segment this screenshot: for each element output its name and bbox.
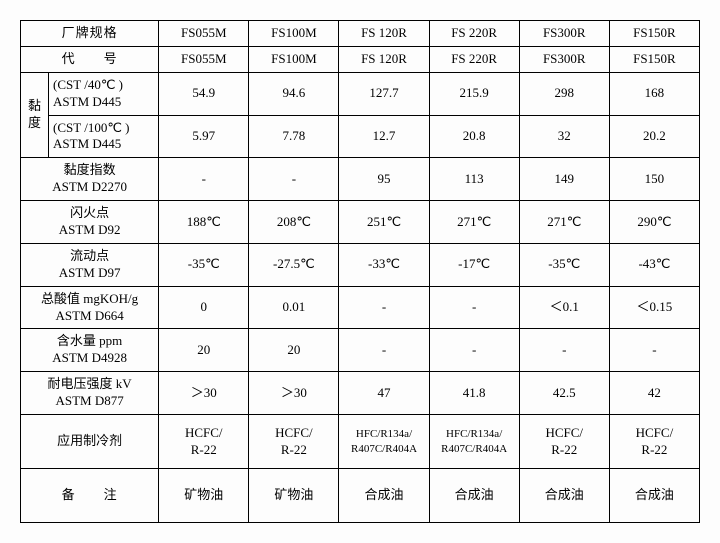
table-row: 应用制冷剂 HCFC/R-22 HCFC/R-22 HFC/R134a/R407… — [21, 415, 700, 469]
cell: - — [429, 286, 519, 329]
cell: 215.9 — [429, 72, 519, 115]
cell: 0 — [159, 286, 249, 329]
cell: 149 — [519, 158, 609, 201]
row-label: 流动点ASTM D97 — [21, 243, 159, 286]
cell: 298 — [519, 72, 609, 115]
cell: - — [249, 158, 339, 201]
cell: 95 — [339, 158, 429, 201]
cell: -43℃ — [609, 243, 699, 286]
cell: ＞30 — [249, 372, 339, 415]
cell: 42.5 — [519, 372, 609, 415]
table-row: 代 号 FS055M FS100M FS 120R FS 220R FS300R… — [21, 46, 700, 72]
cell: 188℃ — [159, 201, 249, 244]
cell: FS300R — [519, 21, 609, 47]
cell: - — [159, 158, 249, 201]
cell: - — [519, 329, 609, 372]
table-row: 黏度指数ASTM D2270 - - 95 113 149 150 — [21, 158, 700, 201]
cell: FS100M — [249, 21, 339, 47]
row-group-label: 黏度 — [21, 72, 49, 158]
spec-table: 厂牌规格 FS055M FS100M FS 120R FS 220R FS300… — [20, 20, 700, 523]
table-row: 耐电压强度 kVASTM D877 ＞30 ＞30 47 41.8 42.5 4… — [21, 372, 700, 415]
cell: HCFC/R-22 — [519, 415, 609, 469]
cell: 54.9 — [159, 72, 249, 115]
cell: 矿物油 — [249, 469, 339, 523]
row-label: 含水量 ppmASTM D4928 — [21, 329, 159, 372]
table-row: 备 注 矿物油 矿物油 合成油 合成油 合成油 合成油 — [21, 469, 700, 523]
cell: 5.97 — [159, 115, 249, 158]
cell: ＞30 — [159, 372, 249, 415]
cell: 47 — [339, 372, 429, 415]
cell: - — [339, 286, 429, 329]
cell: HCFC/R-22 — [249, 415, 339, 469]
cell: 32 — [519, 115, 609, 158]
cell: 20 — [159, 329, 249, 372]
cell: HCFC/R-22 — [159, 415, 249, 469]
table-row: 闪火点ASTM D92 188℃ 208℃ 251℃ 271℃ 271℃ 290… — [21, 201, 700, 244]
cell: 113 — [429, 158, 519, 201]
cell: 矿物油 — [159, 469, 249, 523]
cell: 208℃ — [249, 201, 339, 244]
cell: FS300R — [519, 46, 609, 72]
cell: 0.01 — [249, 286, 339, 329]
row-label: 代 号 — [21, 46, 159, 72]
cell: 12.7 — [339, 115, 429, 158]
cell: -17℃ — [429, 243, 519, 286]
cell: FS150R — [609, 46, 699, 72]
cell: 150 — [609, 158, 699, 201]
cell: FS055M — [159, 46, 249, 72]
row-label: 闪火点ASTM D92 — [21, 201, 159, 244]
cell: 合成油 — [519, 469, 609, 523]
cell: 94.6 — [249, 72, 339, 115]
table-row: 含水量 ppmASTM D4928 20 20 - - - - — [21, 329, 700, 372]
row-label: 应用制冷剂 — [21, 415, 159, 469]
cell: - — [339, 329, 429, 372]
cell: HFC/R134a/R407C/R404A — [339, 415, 429, 469]
row-label: 厂牌规格 — [21, 21, 159, 47]
cell: 41.8 — [429, 372, 519, 415]
cell: FS150R — [609, 21, 699, 47]
cell: FS 220R — [429, 46, 519, 72]
cell: 合成油 — [429, 469, 519, 523]
cell: 168 — [609, 72, 699, 115]
cell: - — [429, 329, 519, 372]
cell: 20.8 — [429, 115, 519, 158]
table-row: 总酸值 mgKOH/gASTM D664 0 0.01 - - ＜0.1 ＜0.… — [21, 286, 700, 329]
cell: -35℃ — [159, 243, 249, 286]
cell: 20 — [249, 329, 339, 372]
table-row: 厂牌规格 FS055M FS100M FS 120R FS 220R FS300… — [21, 21, 700, 47]
cell: FS055M — [159, 21, 249, 47]
cell: ＜0.15 — [609, 286, 699, 329]
cell: -33℃ — [339, 243, 429, 286]
row-label: 耐电压强度 kVASTM D877 — [21, 372, 159, 415]
row-label: (CST /40℃ )ASTM D445 — [49, 72, 159, 115]
row-label: 黏度指数ASTM D2270 — [21, 158, 159, 201]
table-row: 流动点ASTM D97 -35℃ -27.5℃ -33℃ -17℃ -35℃ -… — [21, 243, 700, 286]
cell: 127.7 — [339, 72, 429, 115]
cell: 20.2 — [609, 115, 699, 158]
cell: FS 220R — [429, 21, 519, 47]
cell: 271℃ — [519, 201, 609, 244]
cell: -35℃ — [519, 243, 609, 286]
cell: 7.78 — [249, 115, 339, 158]
cell: -27.5℃ — [249, 243, 339, 286]
cell: ＜0.1 — [519, 286, 609, 329]
row-label: 总酸值 mgKOH/gASTM D664 — [21, 286, 159, 329]
cell: 42 — [609, 372, 699, 415]
cell: 251℃ — [339, 201, 429, 244]
cell: - — [609, 329, 699, 372]
cell: 271℃ — [429, 201, 519, 244]
row-label: 备 注 — [21, 469, 159, 523]
cell: HCFC/R-22 — [609, 415, 699, 469]
cell: FS 120R — [339, 46, 429, 72]
table-row: 黏度 (CST /40℃ )ASTM D445 54.9 94.6 127.7 … — [21, 72, 700, 115]
cell: 合成油 — [609, 469, 699, 523]
cell: 290℃ — [609, 201, 699, 244]
table-row: (CST /100℃ )ASTM D445 5.97 7.78 12.7 20.… — [21, 115, 700, 158]
row-label: (CST /100℃ )ASTM D445 — [49, 115, 159, 158]
cell: HFC/R134a/R407C/R404A — [429, 415, 519, 469]
cell: FS 120R — [339, 21, 429, 47]
cell: 合成油 — [339, 469, 429, 523]
cell: FS100M — [249, 46, 339, 72]
